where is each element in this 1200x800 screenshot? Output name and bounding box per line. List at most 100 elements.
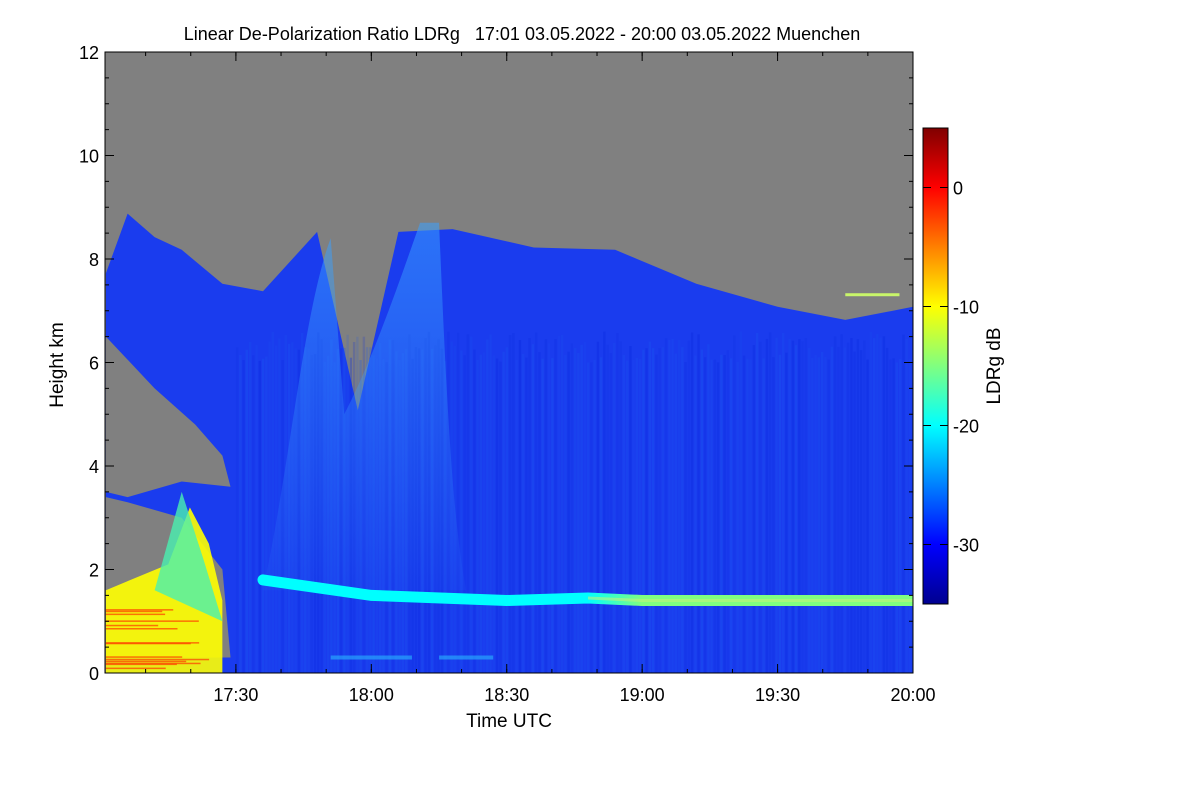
- y-tick-label: 6: [89, 354, 99, 374]
- streak: [466, 334, 470, 673]
- streak: [697, 334, 700, 673]
- streak: [648, 341, 652, 673]
- streak: [577, 352, 580, 673]
- streak: [859, 350, 863, 673]
- streak: [707, 344, 710, 673]
- streak: [869, 332, 873, 673]
- streak: [710, 359, 713, 673]
- streak: [642, 349, 645, 673]
- streak: [902, 334, 905, 673]
- streak: [599, 357, 603, 673]
- streak: [781, 333, 785, 673]
- plot-area: [105, 52, 913, 673]
- streak: [580, 344, 583, 673]
- x-axis: 17:30 18:00 18:30 19:00 19:30 20:00: [145, 52, 936, 705]
- y-axis: 0 2 4 6 8 10 12: [79, 43, 913, 684]
- streak: [889, 359, 892, 673]
- streak: [258, 360, 261, 673]
- colorbar-tick-label: -30: [953, 536, 979, 556]
- streak: [486, 339, 489, 673]
- colorbar-tick-label: -10: [953, 298, 979, 318]
- streak: [759, 341, 762, 673]
- streak: [476, 359, 479, 673]
- streak: [625, 360, 629, 673]
- high-ldr-speck: [105, 663, 177, 666]
- streak: [794, 345, 798, 673]
- streak: [755, 333, 759, 673]
- x-tick-label: 19:30: [755, 685, 800, 705]
- streak: [469, 336, 473, 673]
- streak: [677, 340, 681, 673]
- x-tick-label: 17:30: [213, 685, 258, 705]
- streak: [814, 355, 817, 673]
- streak: [739, 331, 743, 673]
- streak: [261, 358, 265, 673]
- colorbar-tick-label: -20: [953, 417, 979, 437]
- streak: [495, 358, 499, 673]
- streak: [538, 352, 541, 673]
- streak: [749, 359, 752, 673]
- streak: [489, 334, 492, 673]
- streak: [638, 359, 642, 673]
- streak: [655, 354, 658, 673]
- high-ldr-speck: [105, 667, 166, 670]
- x-tick-label: 18:00: [349, 685, 394, 705]
- streak: [567, 351, 570, 673]
- fall-streaks: [262, 222, 467, 591]
- streak: [765, 338, 769, 673]
- streak: [564, 354, 567, 673]
- streak: [879, 337, 882, 673]
- streak: [775, 337, 778, 673]
- streak: [898, 358, 902, 673]
- streak: [690, 332, 694, 673]
- streak: [674, 353, 678, 673]
- streak: [606, 344, 609, 673]
- streak: [544, 339, 548, 673]
- streak: [820, 351, 824, 673]
- colorbar-ticks: 0 -10 -20 -30: [923, 179, 979, 556]
- streak: [827, 359, 830, 673]
- streak: [554, 339, 557, 673]
- y-axis-label: Height km: [47, 322, 68, 408]
- streak: [726, 350, 730, 673]
- streak: [268, 341, 271, 673]
- streak: [856, 339, 860, 673]
- streak: [876, 334, 879, 673]
- streak: [772, 357, 775, 673]
- streak: [778, 354, 782, 673]
- streak: [694, 355, 697, 673]
- high-ldr-speck: [105, 609, 174, 611]
- x-tick-label: 20:00: [890, 685, 935, 705]
- streak: [866, 359, 869, 673]
- high-ldr-speck: [105, 642, 200, 644]
- x-tick-label: 19:00: [620, 685, 665, 705]
- streak: [265, 356, 268, 673]
- streak: [788, 338, 791, 673]
- streak: [807, 347, 811, 673]
- streak: [843, 347, 847, 673]
- streak: [720, 354, 723, 673]
- streak: [736, 361, 739, 673]
- streak: [804, 338, 808, 673]
- streak: [664, 338, 668, 673]
- streak: [882, 336, 886, 673]
- high-ldr-speck: [105, 656, 183, 658]
- high-ldr-speck: [105, 628, 178, 630]
- x-tick-label: 18:30: [484, 685, 529, 705]
- y-tick-label: 12: [79, 43, 99, 63]
- streak: [635, 358, 639, 673]
- streak: [570, 343, 574, 673]
- colorbar: 0 -10 -20 -30 LDRg dB: [922, 127, 1005, 605]
- y-tick-label: 8: [89, 250, 99, 270]
- depolarization-layer-core: [587, 596, 913, 602]
- streak: [752, 345, 756, 673]
- streak: [590, 362, 593, 673]
- streak: [762, 358, 765, 673]
- streak: [830, 346, 834, 673]
- streak: [629, 346, 632, 673]
- streak: [658, 348, 661, 673]
- streak: [885, 347, 889, 673]
- high-ldr-speck: [105, 624, 159, 627]
- streak: [593, 359, 596, 673]
